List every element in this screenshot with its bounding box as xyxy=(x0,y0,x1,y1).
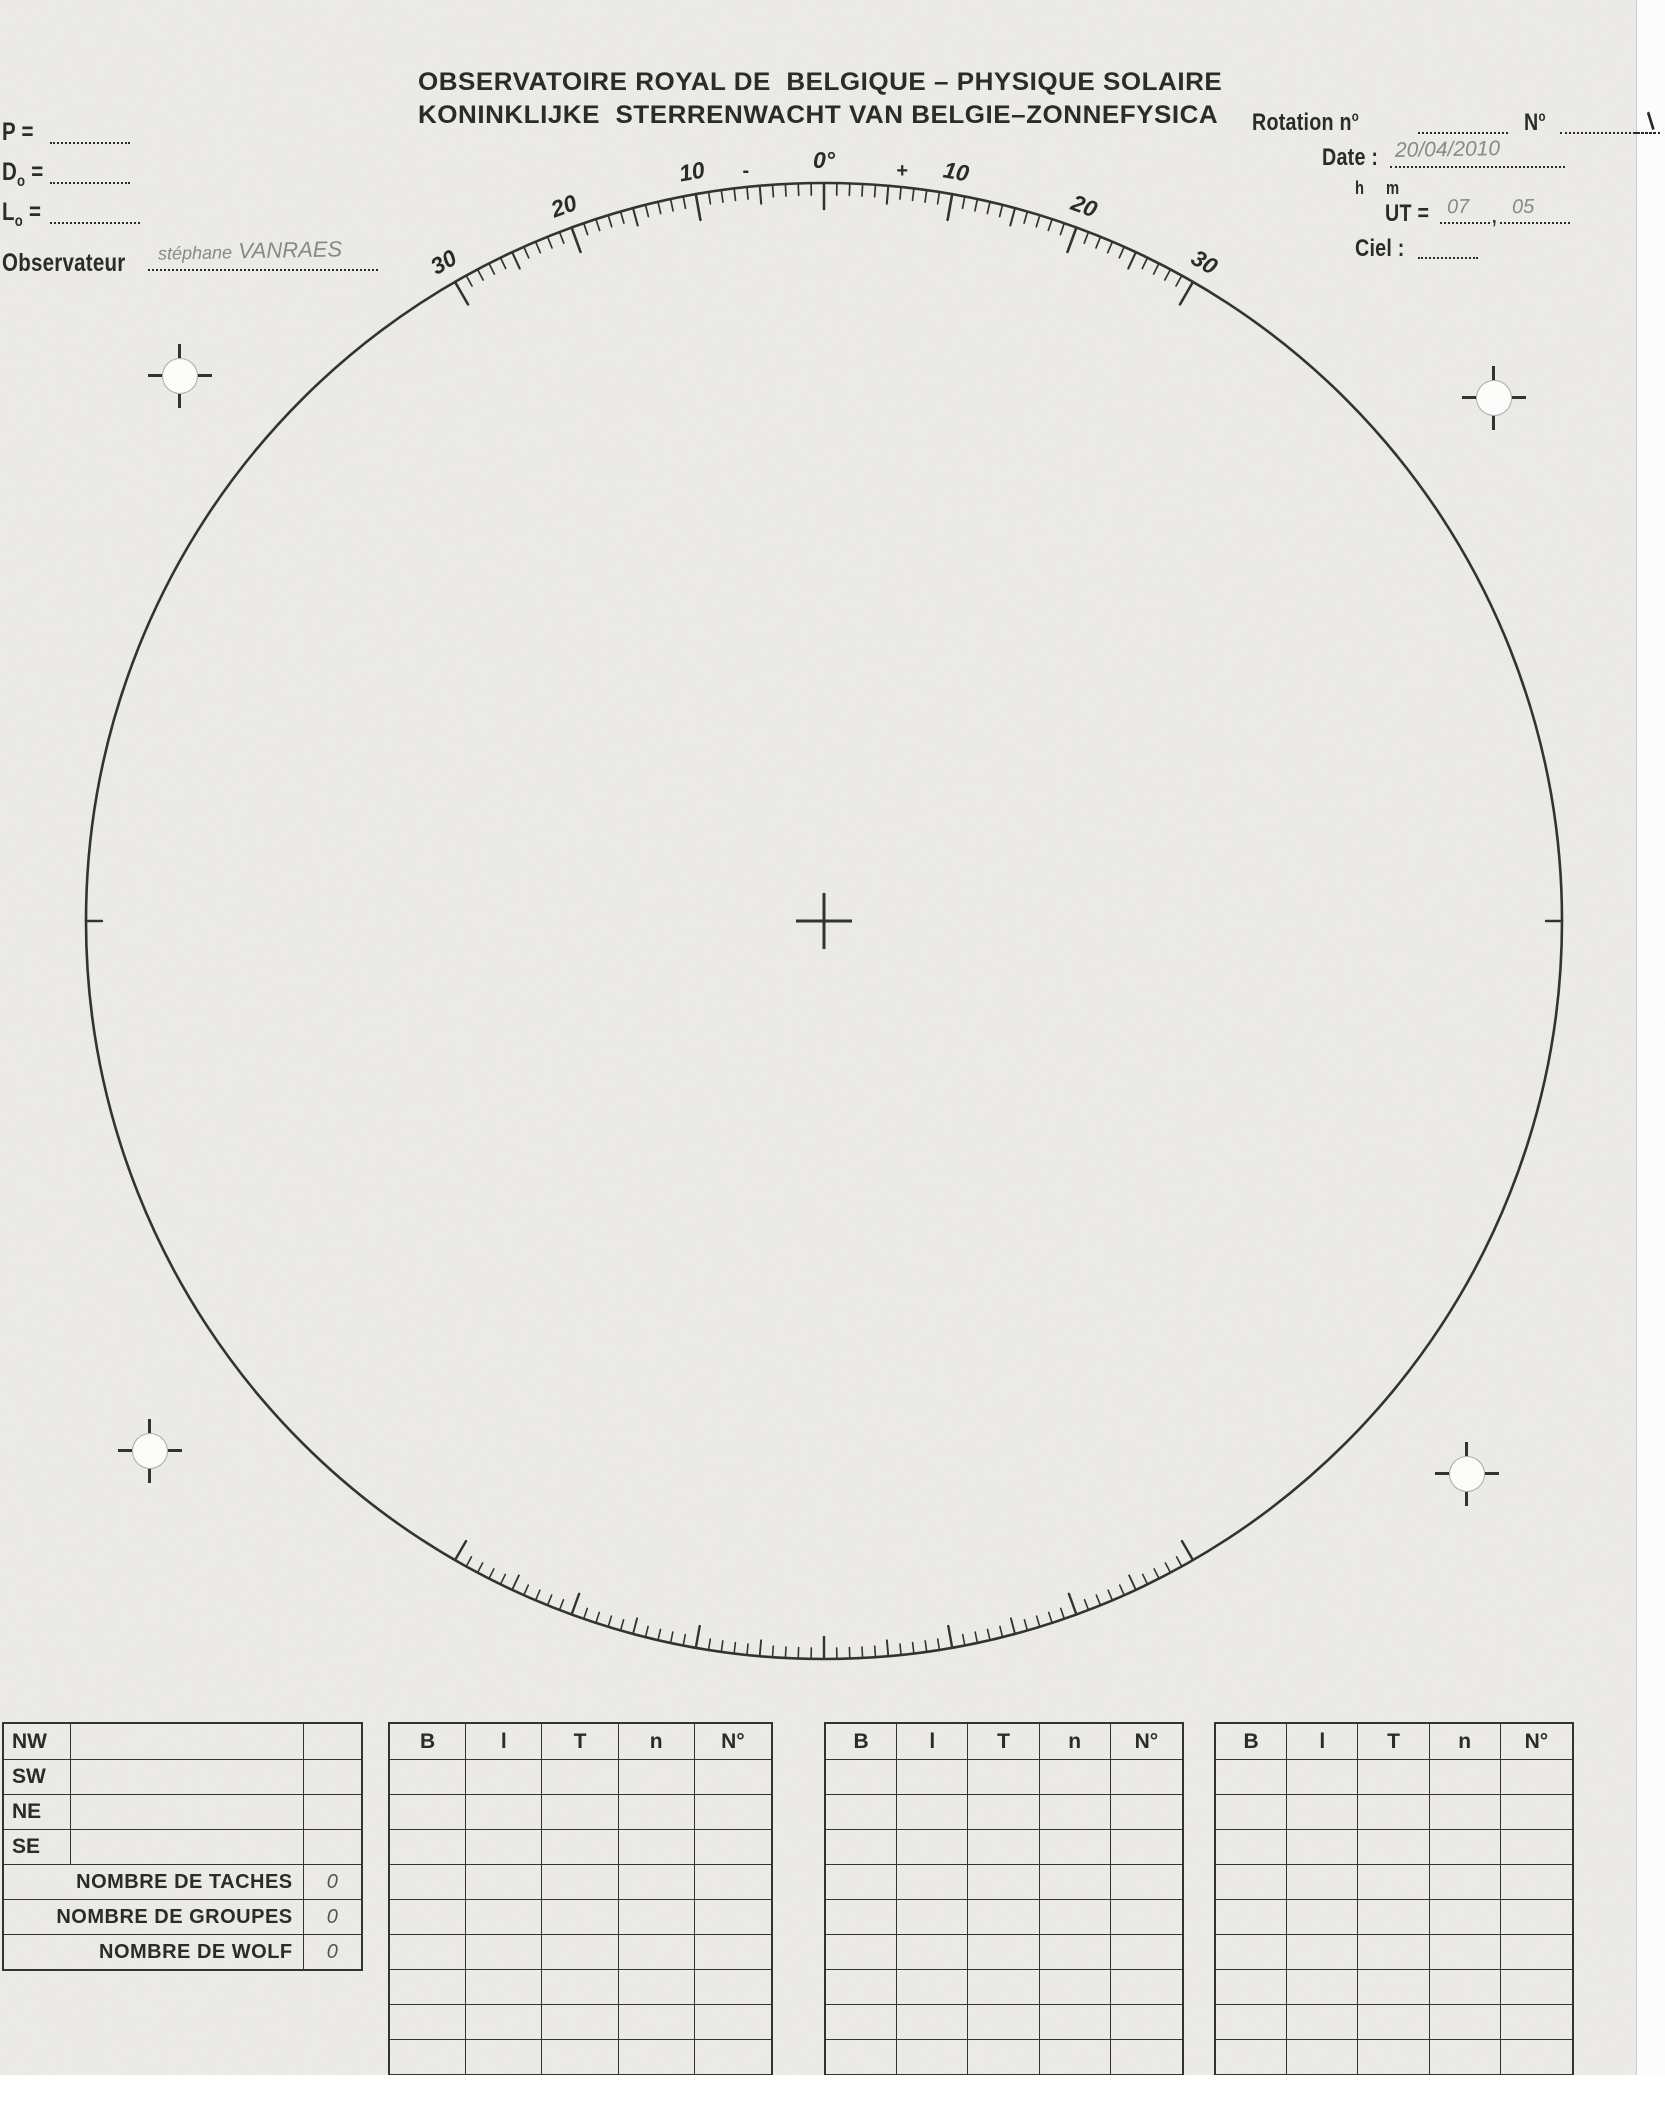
svg-text:0°: 0° xyxy=(813,147,836,173)
svg-text:30: 30 xyxy=(426,244,461,279)
svg-text:10: 10 xyxy=(677,156,707,186)
svg-text:+: + xyxy=(896,160,908,182)
svg-text:-: - xyxy=(742,160,749,182)
svg-text:20: 20 xyxy=(546,189,580,223)
svg-text:10: 10 xyxy=(941,156,971,186)
svg-text:20: 20 xyxy=(1067,189,1101,223)
svg-text:30: 30 xyxy=(1187,244,1222,279)
